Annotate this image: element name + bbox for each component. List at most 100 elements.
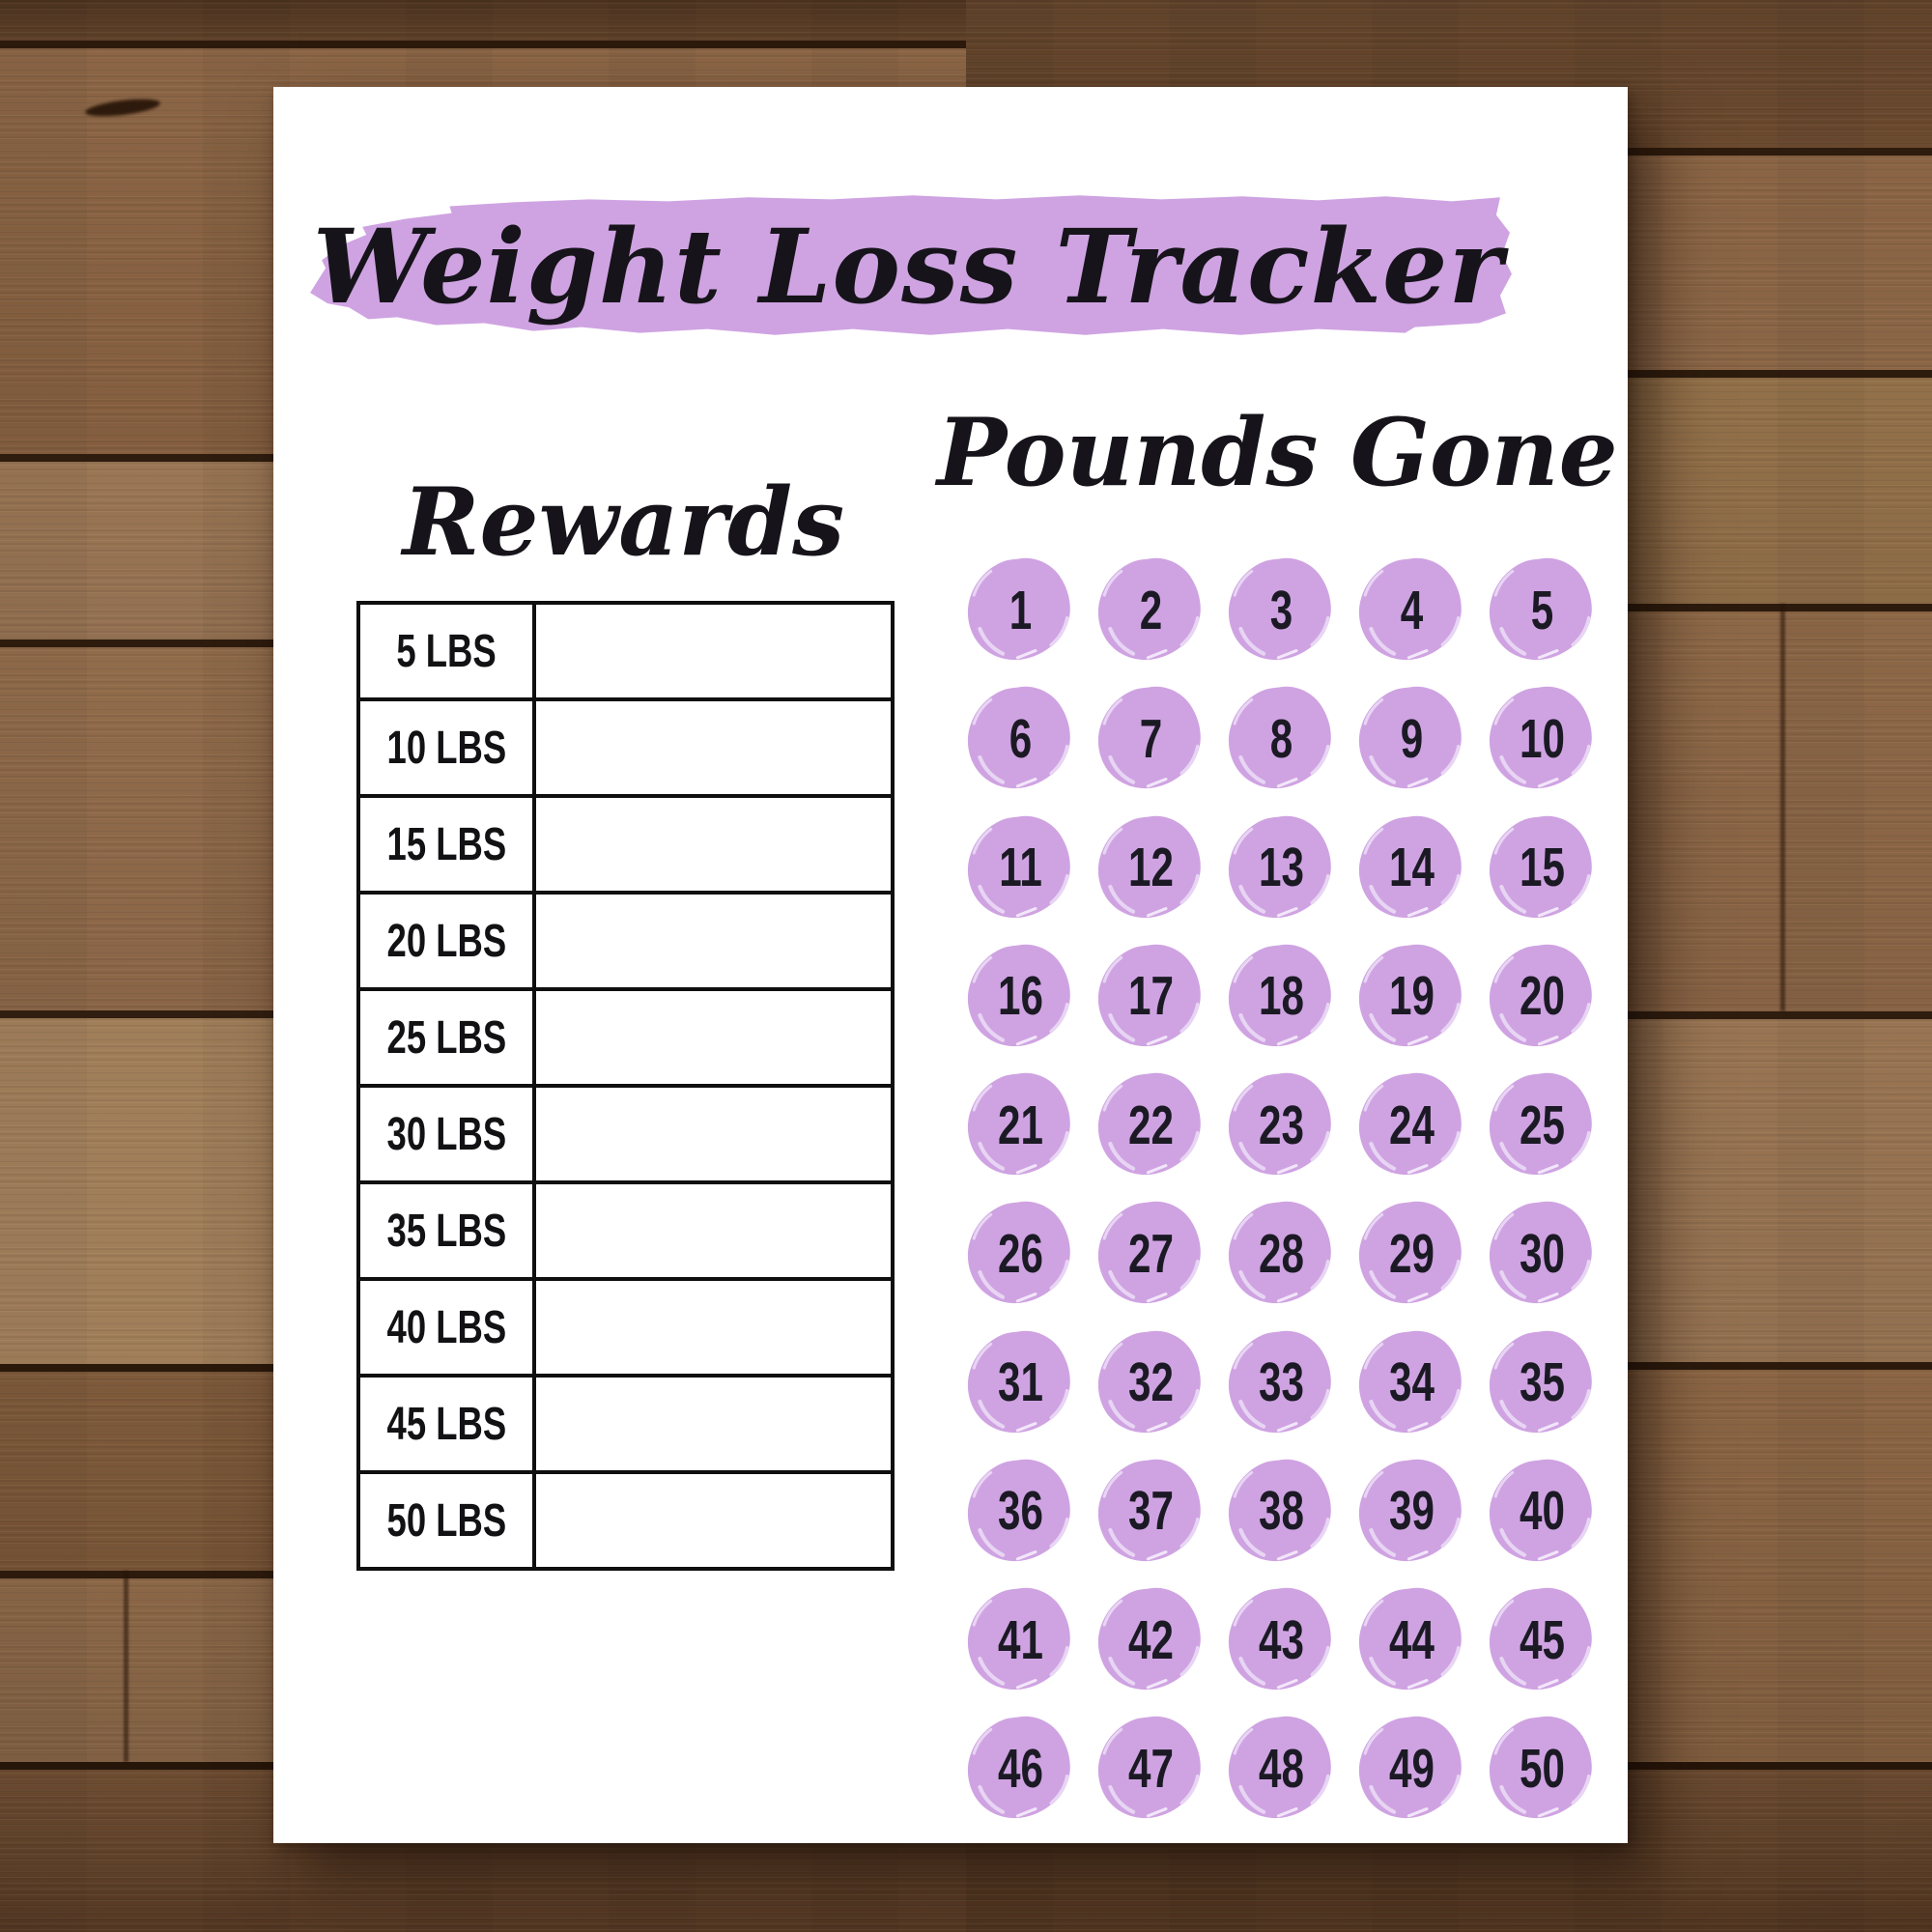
pound-circle: 38	[1216, 1447, 1347, 1576]
pound-circle: 26	[955, 1189, 1086, 1318]
pound-number: 28	[1259, 1222, 1304, 1285]
pound-circle: 1	[955, 546, 1086, 674]
pound-circle: 15	[1477, 804, 1607, 932]
table-row: 35 LBS	[356, 1180, 895, 1281]
pound-number: 43	[1259, 1608, 1304, 1671]
pound-number: 22	[1128, 1094, 1174, 1156]
milestone-cell: 20 LBS	[356, 891, 536, 991]
pound-number: 6	[1009, 707, 1033, 770]
plank-joint	[1780, 604, 1785, 1011]
reward-cell	[532, 987, 895, 1088]
pound-number: 2	[1139, 579, 1163, 641]
milestone-label: 40 LBS	[386, 1301, 506, 1353]
reward-cell	[532, 1277, 895, 1378]
pound-number: 17	[1128, 965, 1174, 1028]
pound-circle: 16	[955, 932, 1086, 1061]
table-row: 10 LBS	[356, 697, 895, 798]
pound-number: 12	[1128, 837, 1174, 899]
pound-circle: 35	[1477, 1319, 1607, 1447]
pound-number: 1	[1009, 579, 1033, 641]
pound-circle: 18	[1216, 932, 1347, 1061]
milestone-cell: 25 LBS	[356, 987, 536, 1088]
pound-circle: 2	[1086, 546, 1216, 674]
pound-circle: 40	[1477, 1447, 1607, 1576]
title-banner: Weight Loss Tracker	[293, 180, 1523, 352]
pound-circle: 34	[1347, 1319, 1477, 1447]
pound-circle: 28	[1216, 1189, 1347, 1318]
pound-number: 35	[1520, 1351, 1565, 1414]
pound-number: 26	[998, 1222, 1043, 1285]
reward-cell	[532, 1374, 895, 1474]
rewards-table: 5 LBS 10 LBS 15 LBS 20 LBS 25 LBS 30 LBS 35 LB…	[356, 601, 895, 1571]
pound-circle: 47	[1086, 1704, 1216, 1833]
pound-circle: 41	[955, 1576, 1086, 1704]
pound-number: 11	[999, 837, 1042, 899]
pound-circle: 14	[1347, 804, 1477, 932]
milestone-label: 15 LBS	[386, 818, 506, 870]
pound-number: 32	[1128, 1351, 1174, 1414]
milestone-label: 45 LBS	[386, 1398, 506, 1450]
reward-cell	[532, 601, 895, 701]
pound-circle: 17	[1086, 932, 1216, 1061]
pound-circle: 46	[955, 1704, 1086, 1833]
milestone-cell: 5 LBS	[356, 601, 536, 701]
table-row: 15 LBS	[356, 794, 895, 895]
table-row: 40 LBS	[356, 1277, 895, 1378]
pound-number: 9	[1400, 707, 1424, 770]
pound-number: 3	[1269, 579, 1293, 641]
pound-number: 24	[1389, 1094, 1435, 1156]
pound-number: 30	[1520, 1222, 1565, 1285]
milestone-label: 10 LBS	[386, 722, 506, 774]
pound-circle: 39	[1347, 1447, 1477, 1576]
pound-number: 7	[1139, 707, 1163, 770]
brush-stroke-icon	[310, 195, 1512, 335]
pound-number: 15	[1520, 837, 1565, 899]
pound-number: 8	[1269, 707, 1293, 770]
pound-number: 42	[1128, 1608, 1174, 1671]
pound-number: 44	[1389, 1608, 1435, 1671]
milestone-label: 20 LBS	[386, 915, 506, 967]
pound-number: 21	[998, 1094, 1043, 1156]
rewards-heading: Rewards	[402, 468, 845, 577]
pound-number: 27	[1128, 1222, 1174, 1285]
pound-circle: 4	[1347, 546, 1477, 674]
milestone-label: 30 LBS	[386, 1108, 506, 1160]
table-row: 5 LBS	[356, 601, 895, 701]
pound-circle: 12	[1086, 804, 1216, 932]
pound-circle: 32	[1086, 1319, 1216, 1447]
pound-number: 49	[1389, 1737, 1435, 1800]
pound-circle: 21	[955, 1061, 1086, 1189]
pound-number: 16	[998, 965, 1043, 1028]
pounds-grid: 1 2 3 4 5 6 7 8 9 10 11 12 13 14 15 16 17 18 19 20 21 22 23 24 2…	[955, 546, 1607, 1833]
pound-number: 40	[1520, 1480, 1565, 1543]
milestone-label: 5 LBS	[396, 625, 497, 677]
pound-number: 4	[1400, 579, 1424, 641]
pound-number: 14	[1389, 837, 1435, 899]
pound-circle: 13	[1216, 804, 1347, 932]
milestone-label: 25 LBS	[386, 1011, 506, 1064]
pound-circle: 50	[1477, 1704, 1607, 1833]
pound-number: 39	[1389, 1480, 1435, 1543]
pound-circle: 23	[1216, 1061, 1347, 1189]
pound-number: 47	[1128, 1737, 1174, 1800]
milestone-cell: 45 LBS	[356, 1374, 536, 1474]
pound-number: 37	[1128, 1480, 1174, 1543]
reward-cell	[532, 891, 895, 991]
pound-circle: 48	[1216, 1704, 1347, 1833]
pound-number: 48	[1259, 1737, 1304, 1800]
rewards-table-body: 5 LBS 10 LBS 15 LBS 20 LBS 25 LBS 30 LBS 35 LB…	[356, 601, 895, 1571]
pound-circle: 3	[1216, 546, 1347, 674]
pound-circle: 49	[1347, 1704, 1477, 1833]
pound-number: 45	[1520, 1608, 1565, 1671]
pound-number: 41	[998, 1608, 1043, 1671]
pound-circle: 22	[1086, 1061, 1216, 1189]
milestone-cell: 50 LBS	[356, 1470, 536, 1571]
page-title: Weight Loss Tracker	[312, 205, 1504, 327]
pound-circle: 19	[1347, 932, 1477, 1061]
milestone-cell: 35 LBS	[356, 1180, 536, 1281]
pound-circle: 33	[1216, 1319, 1347, 1447]
pound-circle: 27	[1086, 1189, 1216, 1318]
table-row: 30 LBS	[356, 1084, 895, 1184]
pound-circle: 43	[1216, 1576, 1347, 1704]
pound-circle: 10	[1477, 674, 1607, 803]
